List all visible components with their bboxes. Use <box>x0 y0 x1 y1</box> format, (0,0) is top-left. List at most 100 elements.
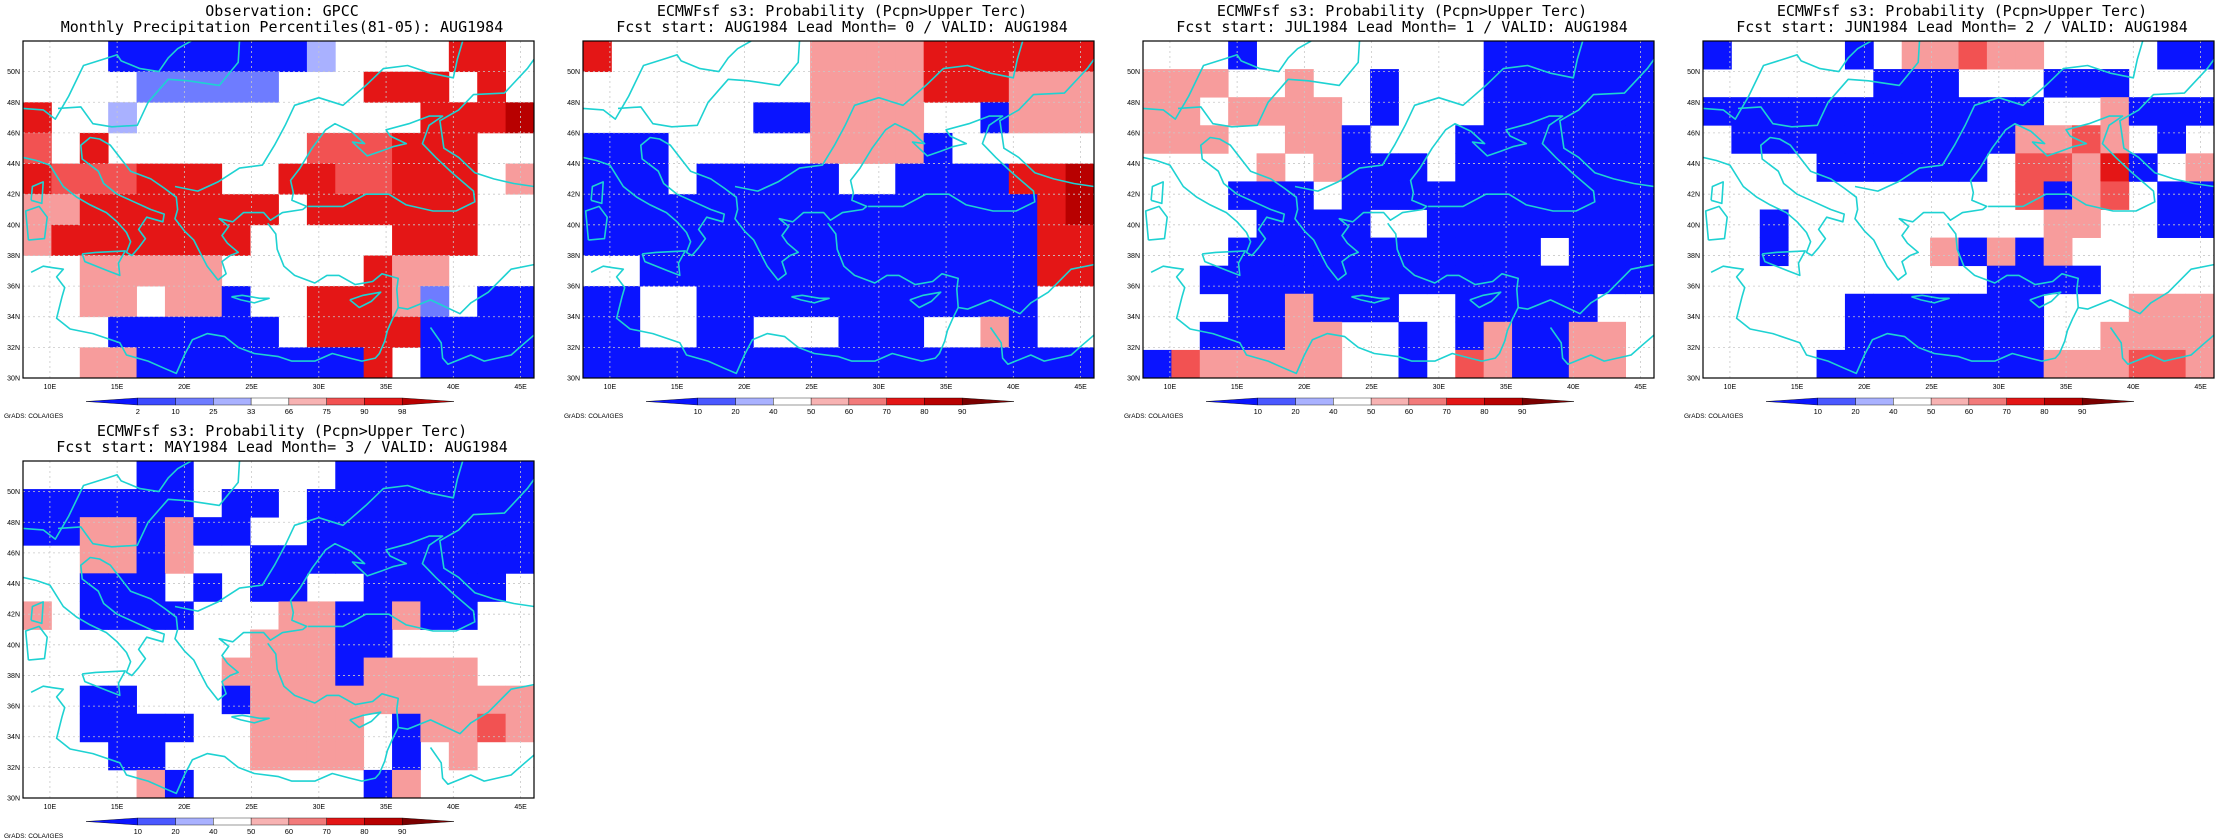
map-frame <box>22 460 535 799</box>
coastline-path <box>231 294 270 304</box>
heatmap-cell <box>164 194 194 226</box>
lon-tick-label: 45E <box>1074 384 1087 391</box>
heatmap-cell <box>363 629 393 658</box>
lon-tick-label: 45E <box>1634 384 1647 391</box>
heatmap-cell <box>136 517 166 546</box>
heatmap-cell <box>420 685 450 715</box>
colorbar-segment <box>697 397 736 406</box>
colorbar-label: 60 <box>1965 407 1973 416</box>
lat-tick-label: 40N <box>1127 222 1140 229</box>
coastline-path <box>1201 250 1246 277</box>
heatmap-cell <box>1816 125 1846 154</box>
heatmap-cell <box>1455 181 1485 210</box>
heatmap-cell <box>1065 194 1095 226</box>
colorbar-segment <box>1257 397 1296 406</box>
colorbar: 10 20 40 50 60 70 80 90 <box>85 817 455 836</box>
lat-tick-label: 30N <box>567 376 580 383</box>
colorbar-segment <box>288 817 327 826</box>
heatmap-cell <box>250 489 279 518</box>
heatmap-cell <box>668 255 697 287</box>
panel-title-line2: Fcst start: JUN1984 Lead Month= 2 / VALI… <box>1736 18 2188 36</box>
grads-credit: GrADS: COLA/IGES <box>4 833 64 840</box>
heatmap-cell <box>363 194 393 226</box>
heatmap-cell <box>2157 209 2187 238</box>
coastline-path <box>439 478 534 608</box>
heatmap-cell <box>866 102 896 134</box>
heatmap-cell <box>420 601 450 630</box>
coastline-path <box>57 461 241 548</box>
heatmap-cell <box>1008 163 1038 195</box>
heatmap-cell <box>420 657 450 687</box>
coastline-path <box>584 205 608 241</box>
heatmap-cell <box>335 316 365 348</box>
coastline-path <box>429 747 534 785</box>
colorbar-label: 40 <box>769 407 777 416</box>
heatmap-cell <box>1037 163 1067 195</box>
heatmap-cell <box>79 601 109 630</box>
heatmap-cell <box>1597 349 1627 379</box>
panel-title-line1: ECMWFsf s3: Probability (Pcpn>Upper Terc… <box>1217 2 1587 20</box>
heatmap-cell <box>306 347 336 379</box>
heatmap-cell <box>363 163 393 195</box>
heatmap-cell <box>583 163 612 195</box>
heatmap-cell <box>2015 321 2045 351</box>
heatmap-cell <box>2185 153 2215 182</box>
heatmap-cell <box>164 713 194 743</box>
lon-tick-label: 10E <box>1724 384 1737 391</box>
heatmap-cell <box>1228 321 1257 351</box>
heatmap-cell <box>1844 349 1874 379</box>
heatmap-cell <box>306 163 336 195</box>
heatmap-cell <box>1483 97 1513 126</box>
coastline-path <box>57 41 241 128</box>
heatmap-cell <box>980 224 1010 256</box>
lat-tick-label: 32N <box>7 765 20 772</box>
map-panel-observation: Observation: GPCC Monthly Precipitation P… <box>0 0 560 420</box>
heatmap-cell <box>1597 181 1627 210</box>
heatmap-cell <box>923 41 953 73</box>
heatmap-cell <box>108 601 137 630</box>
heatmap-cell <box>1597 41 1627 70</box>
heatmap-cell <box>1284 125 1314 154</box>
heatmap-cell <box>1901 97 1931 126</box>
heatmap-cell <box>980 163 1010 195</box>
heatmap-cell <box>392 573 421 602</box>
heatmap-cell <box>611 286 641 318</box>
heatmap-cell <box>250 545 279 574</box>
heatmap-cell <box>1540 349 1570 379</box>
heatmap-cell <box>810 102 839 134</box>
colorbar-segment <box>288 397 327 406</box>
heatmap-cell <box>164 769 194 799</box>
lon-tick-label: 20E <box>178 804 191 811</box>
heatmap-cell <box>1703 97 1732 126</box>
heatmap-cell <box>193 286 223 318</box>
heatmap-cell <box>952 255 981 287</box>
lat-tick-label: 36N <box>1687 284 1700 291</box>
heatmap-cell <box>1143 125 1172 154</box>
heatmap-cell <box>1065 163 1095 195</box>
lat-tick-label: 48N <box>7 100 20 107</box>
heatmap-cell <box>1313 209 1343 238</box>
coastline-path <box>23 461 192 540</box>
heatmap-cell <box>1759 125 1789 154</box>
heatmap-cell <box>1228 97 1257 126</box>
map-frame <box>582 40 1095 379</box>
heatmap-cell <box>1284 349 1314 379</box>
colorbar-segment <box>364 817 403 826</box>
coastline-path <box>23 115 476 281</box>
heatmap-cells <box>23 461 535 799</box>
lon-tick-label: 35E <box>380 804 393 811</box>
heatmap-cell <box>79 713 109 743</box>
heatmap-cell <box>392 489 421 518</box>
map-figure-svg: ECMWFsf s3: Probability (Pcpn>Upper Terc… <box>4 422 535 840</box>
heatmap-cell <box>1540 209 1570 238</box>
heatmap-cell <box>952 163 981 195</box>
heatmap-cell <box>1313 349 1343 379</box>
heatmap-cell <box>866 286 896 318</box>
lat-tick-label: 32N <box>7 345 20 352</box>
heatmap-cell <box>1540 265 1570 295</box>
heatmap-cell <box>1171 349 1201 379</box>
heatmap-cell <box>1199 265 1229 295</box>
lat-tick-label: 36N <box>7 704 20 711</box>
heatmap-cell <box>136 573 166 602</box>
heatmap-cell <box>335 517 365 546</box>
